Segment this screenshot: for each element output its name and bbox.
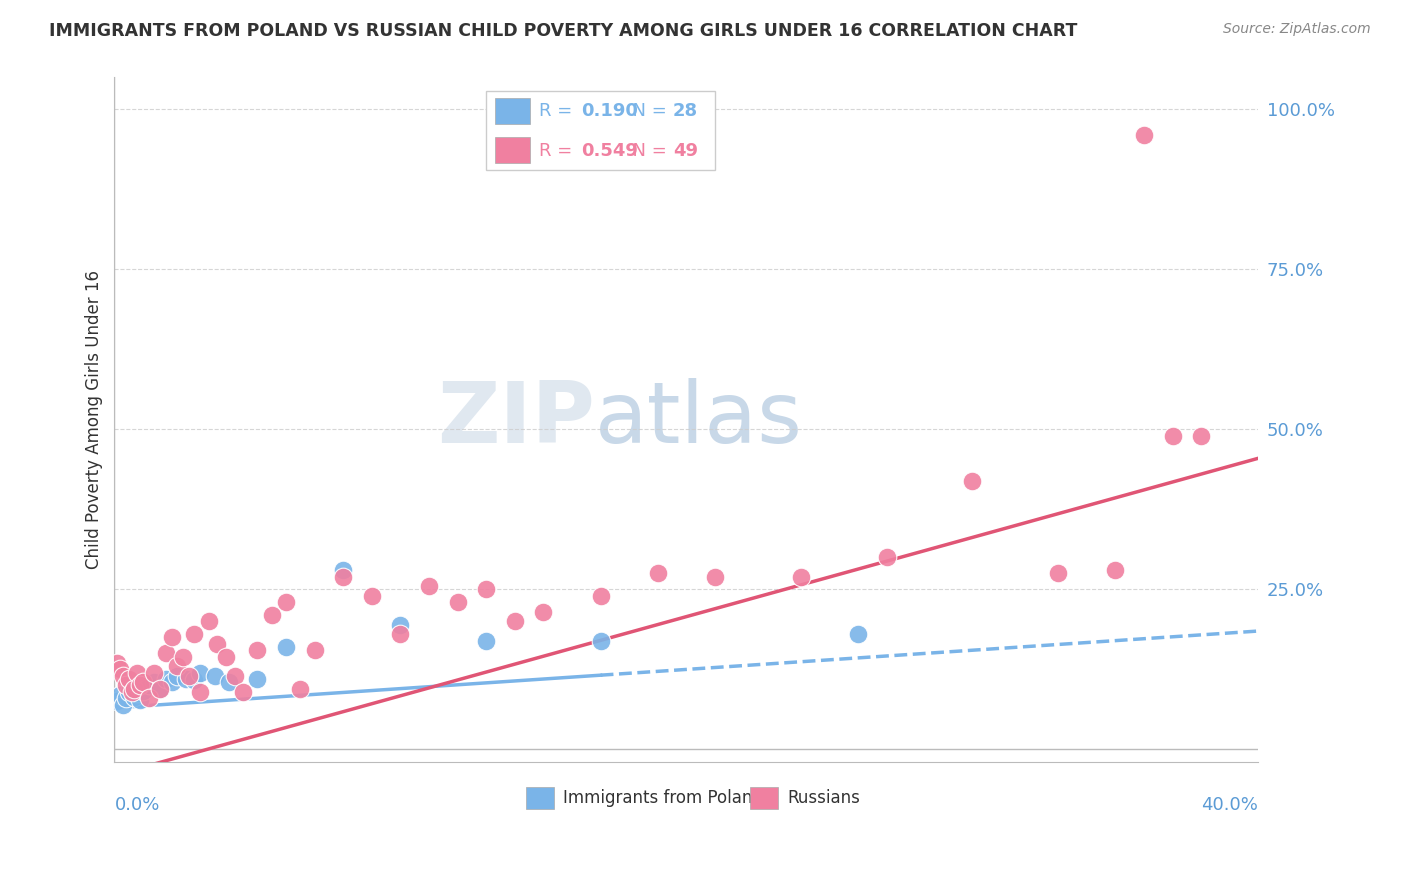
Point [183,673,205,688]
FancyBboxPatch shape [486,91,716,169]
Point [224,669,246,683]
Text: R =: R = [538,103,578,120]
Text: N =: N = [621,103,672,120]
Point [118,685,141,699]
Point [121,681,143,696]
Point [418,579,440,593]
Point [215,649,238,664]
Point [246,672,269,686]
Text: Source: ZipAtlas.com: Source: ZipAtlas.com [1223,22,1371,37]
Point [475,582,498,597]
Text: 0.190: 0.190 [581,103,638,120]
Text: N =: N = [621,142,672,160]
FancyBboxPatch shape [526,787,554,809]
Point [198,615,221,629]
FancyBboxPatch shape [495,137,530,163]
Point [124,690,146,704]
Point [149,681,172,696]
Point [160,631,183,645]
Point [166,659,188,673]
Text: 40.0%: 40.0% [1202,797,1258,814]
Point [155,647,177,661]
Point [204,669,226,683]
Point [172,649,194,664]
Point [108,688,131,702]
Point [332,563,354,577]
Text: 49: 49 [672,142,697,160]
Point [290,681,312,696]
Point [232,685,254,699]
Point [188,685,211,699]
Point [531,605,554,619]
Point [207,637,229,651]
Point [132,683,155,698]
Point [1161,429,1184,443]
Point [129,692,152,706]
Point [183,627,205,641]
Point [111,669,134,683]
Point [589,589,612,603]
Point [105,694,128,708]
FancyBboxPatch shape [495,97,530,124]
Point [1104,563,1126,577]
Point [876,550,898,565]
Point [188,665,211,680]
Point [260,607,283,622]
Point [389,627,412,641]
Point [138,691,160,706]
Point [1047,566,1070,581]
Point [647,566,669,581]
Point [115,678,138,692]
Point [108,662,131,676]
Text: 0.549: 0.549 [581,142,638,160]
Point [589,633,612,648]
Point [124,681,146,696]
Text: Immigrants from Poland: Immigrants from Poland [562,789,762,807]
Text: 28: 28 [672,103,697,120]
Point [143,675,166,690]
Point [160,675,183,690]
Point [127,686,149,700]
Point [274,640,297,654]
Point [132,675,155,690]
Text: IMMIGRANTS FROM POLAND VS RUSSIAN CHILD POVERTY AMONG GIRLS UNDER 16 CORRELATION: IMMIGRANTS FROM POLAND VS RUSSIAN CHILD … [49,22,1077,40]
Point [166,669,188,683]
Point [1133,128,1156,142]
Y-axis label: Child Poverty Among Girls Under 16: Child Poverty Among Girls Under 16 [86,270,103,569]
Text: R =: R = [538,142,578,160]
Point [962,474,984,488]
Point [121,685,143,699]
Point [446,595,468,609]
Point [246,643,269,657]
Text: atlas: atlas [595,378,803,461]
Point [177,669,200,683]
Point [503,615,526,629]
FancyBboxPatch shape [751,787,778,809]
Point [118,672,141,686]
Point [389,617,412,632]
Text: 0.0%: 0.0% [114,797,160,814]
Point [1189,429,1212,443]
Point [155,672,177,686]
Point [138,678,160,692]
Point [475,633,498,648]
Text: ZIP: ZIP [437,378,595,461]
Point [105,656,128,670]
Point [846,627,869,641]
Point [143,665,166,680]
Point [704,569,727,583]
Point [218,675,240,690]
Point [111,698,134,712]
Point [129,678,152,692]
Point [304,643,326,657]
Point [115,691,138,706]
Point [790,569,813,583]
Point [332,569,354,583]
Text: Russians: Russians [787,789,860,807]
Point [174,672,197,686]
Point [360,589,382,603]
Point [127,665,149,680]
Point [274,595,297,609]
Point [149,681,172,696]
